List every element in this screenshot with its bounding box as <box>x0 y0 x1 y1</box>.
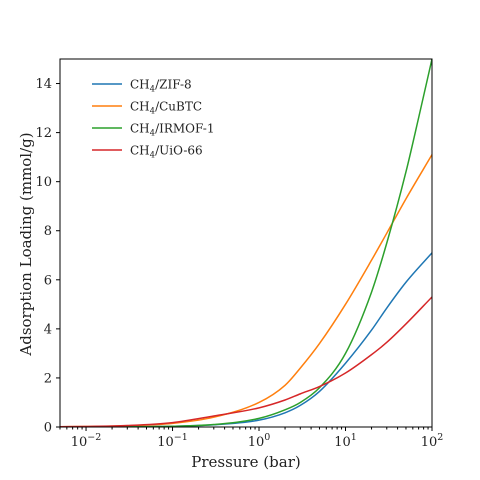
legend-label: CH4/IRMOF-1 <box>130 122 215 139</box>
plot-area <box>60 59 432 427</box>
plot-frame <box>59 58 433 428</box>
legend-label: CH4/UiO-66 <box>130 144 203 161</box>
y-tick-label: 10 <box>35 175 52 190</box>
legend: CH4/ZIF-8 CH4/CuBTC CH4/IRMOF-1 CH4/UiO-66 <box>92 78 215 161</box>
x-tick-label: 10−1 <box>157 432 188 450</box>
y-tick-label: 6 <box>44 273 52 288</box>
y-tick-label: 2 <box>44 371 52 386</box>
y-tick-label: 4 <box>44 322 52 337</box>
x-axis-label: Pressure (bar) <box>191 453 300 471</box>
y-axis-label: Adsorption Loading (mmol/g) <box>17 132 35 356</box>
x-tick-label: 10−2 <box>71 432 102 450</box>
x-tick-label: 101 <box>334 432 357 450</box>
axes: 0 2 4 6 8 10 12 14 10−2 10−1 100 101 102 <box>35 58 444 450</box>
y-tick-label: 0 <box>44 421 52 436</box>
legend-label: CH4/ZIF-8 <box>130 78 192 95</box>
y-tick-label: 8 <box>44 224 52 239</box>
x-tick-label: 102 <box>421 432 444 450</box>
legend-label: CH4/CuBTC <box>130 100 202 117</box>
series-line-irmof-1 <box>60 59 432 427</box>
y-tick-label: 14 <box>35 77 52 92</box>
x-tick-label: 100 <box>248 432 271 450</box>
y-tick-label: 12 <box>35 126 52 141</box>
series-line-cubtc <box>60 154 432 427</box>
series-line-uio-66 <box>60 296 432 427</box>
